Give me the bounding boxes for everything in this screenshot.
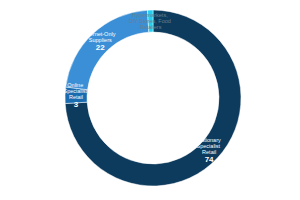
slice-label: Internet-Only Suppliers (84, 31, 117, 43)
chart: Stationary Specialist Retail74 Online Spe… (0, 0, 300, 200)
value-label: 3 (74, 100, 79, 109)
slice-label: Hypermarkets, DIY Stores, Food Retailers (129, 12, 173, 30)
slice (65, 10, 241, 186)
slices (65, 10, 241, 186)
slice-label: Stationary Specialist Retail (196, 137, 222, 155)
value-label: 74 (205, 155, 214, 164)
labels: Stationary Specialist Retail74 Online Spe… (63, 12, 222, 165)
slice-label: Online Specialist Retail (63, 82, 88, 100)
value-label: 22 (96, 43, 105, 52)
